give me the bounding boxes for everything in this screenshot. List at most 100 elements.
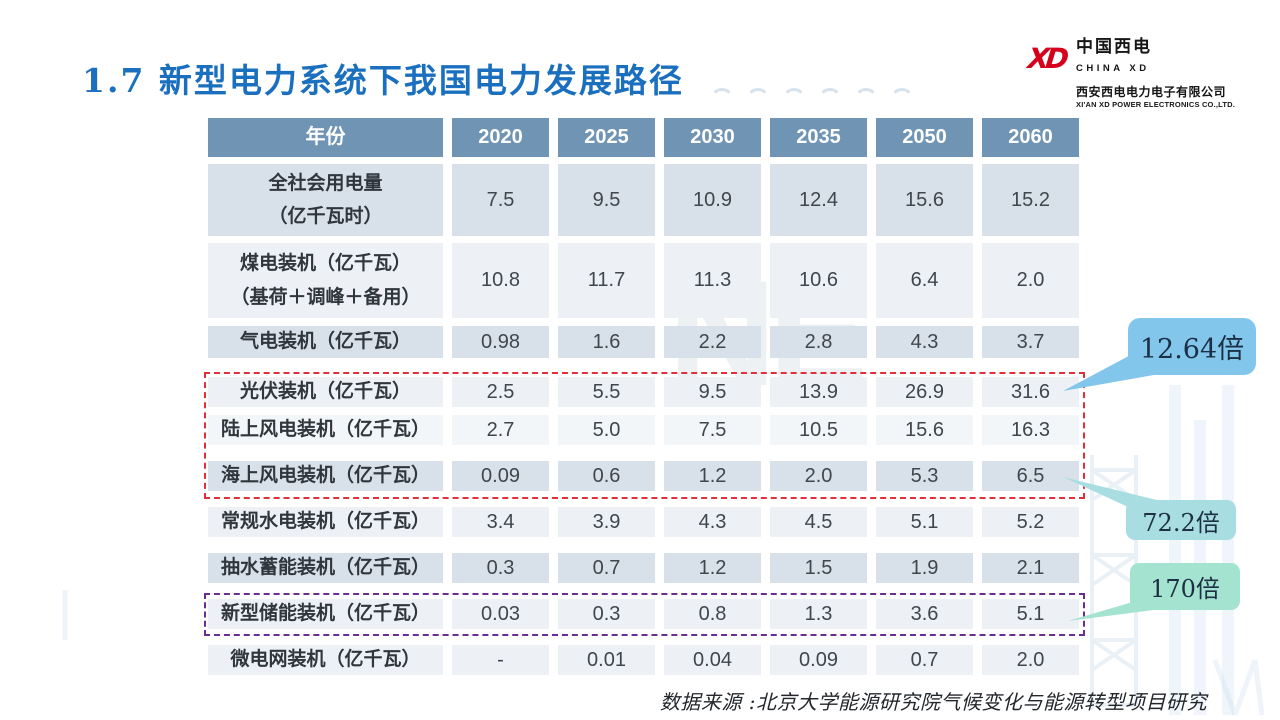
table-row: 气电装机（亿千瓦） 0.98 1.6 2.2 2.8 4.3 3.7 bbox=[208, 326, 1079, 358]
cell-value: 0.04 bbox=[664, 645, 761, 675]
cell-value: 1.3 bbox=[770, 599, 867, 629]
cell-value: 9.5 bbox=[664, 377, 761, 407]
logo-brand-en: CHINA XD bbox=[1076, 62, 1150, 74]
cell-value: 4.3 bbox=[664, 507, 761, 537]
row-label: 全社会用电量 （亿千瓦时） bbox=[208, 164, 443, 236]
cell-value: 2.7 bbox=[452, 415, 549, 445]
row-label: 微电网装机（亿千瓦） bbox=[208, 645, 443, 675]
cell-value: 1.9 bbox=[876, 553, 973, 583]
table-row: 常规水电装机（亿千瓦） 3.4 3.9 4.3 4.5 5.1 5.2 bbox=[208, 507, 1079, 537]
row-label: 常规水电装机（亿千瓦） bbox=[208, 507, 443, 537]
cell-value: 5.1 bbox=[876, 507, 973, 537]
row-label: 抽水蓄能装机（亿千瓦） bbox=[208, 553, 443, 583]
cell-value: 5.0 bbox=[558, 415, 655, 445]
cell-value: 5.1 bbox=[982, 599, 1079, 629]
cell-value: 1.5 bbox=[770, 553, 867, 583]
page-title: 1.7 新型电力系统下我国电力发展路径 bbox=[82, 61, 684, 100]
cell-value: 6.5 bbox=[982, 461, 1079, 491]
purple-dashed-highlight-box bbox=[204, 593, 1085, 636]
cell-value: 2.0 bbox=[770, 461, 867, 491]
table-row: 抽水蓄能装机（亿千瓦） 0.3 0.7 1.2 1.5 1.9 2.1 bbox=[208, 553, 1079, 583]
callout-bubble-offshore: 72.2倍 bbox=[1126, 500, 1236, 540]
cell-value: 10.6 bbox=[770, 243, 867, 318]
cell-value: 1.2 bbox=[664, 553, 761, 583]
header-cell: 2025 bbox=[558, 118, 655, 157]
cell-value: 13.9 bbox=[770, 377, 867, 407]
table-row: 海上风电装机（亿千瓦） 0.09 0.6 1.2 2.0 5.3 6.5 bbox=[208, 461, 1079, 491]
cell-value: 15.6 bbox=[876, 164, 973, 236]
cell-value: 1.2 bbox=[664, 461, 761, 491]
header-cell: 2050 bbox=[876, 118, 973, 157]
cell-value: 4.5 bbox=[770, 507, 867, 537]
cell-value: 0.3 bbox=[558, 599, 655, 629]
row-label: 气电装机（亿千瓦） bbox=[208, 326, 443, 358]
row-label: 光伏装机（亿千瓦） bbox=[208, 377, 443, 407]
cell-value: 6.4 bbox=[876, 243, 973, 318]
cell-value: 3.6 bbox=[876, 599, 973, 629]
cell-value: 10.8 bbox=[452, 243, 549, 318]
cell-value: 11.7 bbox=[558, 243, 655, 318]
cell-value: 0.98 bbox=[452, 326, 549, 358]
company-logo: XD 中国西电 CHINA XD 西安西电电力电子有限公司 XI'AN XD P… bbox=[1026, 37, 1235, 109]
table-row: 新型储能装机（亿千瓦） 0.03 0.3 0.8 1.3 3.6 5.1 bbox=[208, 599, 1079, 629]
header-cell: 2060 bbox=[982, 118, 1079, 157]
table-row: 年份 2020 2025 2030 2035 2050 2060 bbox=[208, 118, 1079, 157]
cell-value: 0.6 bbox=[558, 461, 655, 491]
cell-value: 2.2 bbox=[664, 326, 761, 358]
header-cell: 2030 bbox=[664, 118, 761, 157]
power-development-table: 年份 2020 2025 2030 2035 2050 2060 全社会用电量 （亿千瓦时） 7.… bbox=[208, 118, 1079, 675]
cell-value: 0.09 bbox=[770, 645, 867, 675]
table-row: 微电网装机（亿千瓦） -0.01 0.04 0.09 0.7 2.0 bbox=[208, 645, 1079, 675]
logo-company-cn: 西安西电电力电子有限公司 bbox=[1076, 85, 1227, 99]
cell-value: 1.6 bbox=[558, 326, 655, 358]
cell-value: 2.0 bbox=[982, 645, 1079, 675]
cell-value: 3.9 bbox=[558, 507, 655, 537]
cell-value: 2.0 bbox=[982, 243, 1079, 318]
cell-value: 2.8 bbox=[770, 326, 867, 358]
cell-value: 3.7 bbox=[982, 326, 1079, 358]
cell-value: 7.5 bbox=[452, 164, 549, 236]
row-label: 新型储能装机（亿千瓦） bbox=[208, 599, 443, 629]
cell-value: 0.09 bbox=[452, 461, 549, 491]
cell-value: 5.2 bbox=[982, 507, 1079, 537]
cell-value: 15.6 bbox=[876, 415, 973, 445]
row-label: 煤电装机（亿千瓦） （基荷＋调峰＋备用） bbox=[208, 243, 443, 318]
cell-value: 15.2 bbox=[982, 164, 1079, 236]
cell-value: 5.3 bbox=[876, 461, 973, 491]
cell-value: 0.7 bbox=[876, 645, 973, 675]
cell-value: 2.1 bbox=[982, 553, 1079, 583]
table-row: 光伏装机（亿千瓦） 2.5 5.5 9.5 13.9 26.9 31.6 bbox=[208, 377, 1079, 407]
cell-value: 31.6 bbox=[982, 377, 1079, 407]
cell-value: 0.8 bbox=[664, 599, 761, 629]
cell-value: 9.5 bbox=[558, 164, 655, 236]
cell-value: 12.4 bbox=[770, 164, 867, 236]
decorative-circles bbox=[710, 88, 914, 112]
cell-value: 10.9 bbox=[664, 164, 761, 236]
cell-value: 4.3 bbox=[876, 326, 973, 358]
red-dashed-highlight-box bbox=[204, 372, 1085, 499]
cell-value: 0.03 bbox=[452, 599, 549, 629]
cell-value: 5.5 bbox=[558, 377, 655, 407]
cell-value: 0.01 bbox=[558, 645, 655, 675]
table-row: 全社会用电量 （亿千瓦时） 7.5 9.5 10.9 12.4 15.6 15.2 bbox=[208, 164, 1079, 236]
cell-value: 7.5 bbox=[664, 415, 761, 445]
cell-value: 11.3 bbox=[664, 243, 761, 318]
table-row: 陆上风电装机（亿千瓦） 2.7 5.0 7.5 10.5 15.6 16.3 bbox=[208, 415, 1079, 445]
cell-value: 10.5 bbox=[770, 415, 867, 445]
row-label: 陆上风电装机（亿千瓦） bbox=[208, 415, 443, 445]
cell-value: 3.4 bbox=[452, 507, 549, 537]
table-row: 煤电装机（亿千瓦） （基荷＋调峰＋备用） 10.8 11.7 11.3 10.6 6.4 2.… bbox=[208, 243, 1079, 318]
cell-value: 0.7 bbox=[558, 553, 655, 583]
cell-value: - bbox=[452, 645, 549, 675]
callout-bubble-solar: 12.64倍 bbox=[1128, 318, 1256, 375]
header-cell: 年份 bbox=[208, 118, 443, 157]
cell-value: 2.5 bbox=[452, 377, 549, 407]
cell-value: 16.3 bbox=[982, 415, 1079, 445]
row-label: 海上风电装机（亿千瓦） bbox=[208, 461, 443, 491]
logo-brand-cn: 中国西电 bbox=[1076, 37, 1152, 56]
callout-bubble-storage: 170倍 bbox=[1130, 563, 1240, 610]
xd-logo-icon: XD bbox=[1026, 42, 1067, 75]
logo-company-en: XI'AN XD POWER ELECTRONICS CO.,LTD. bbox=[1076, 100, 1236, 109]
cell-value: 0.3 bbox=[452, 553, 549, 583]
